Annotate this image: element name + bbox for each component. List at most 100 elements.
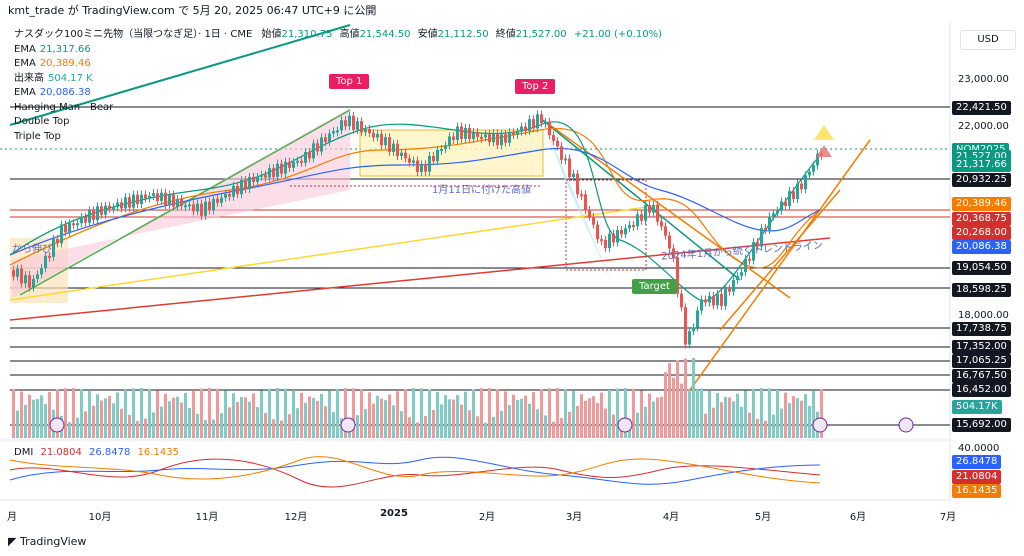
candle-body (800, 183, 803, 190)
volume-bar (604, 408, 607, 438)
volume-bar (148, 388, 151, 438)
volume-bar (796, 398, 799, 438)
red-dashed-box (565, 179, 647, 271)
price-label: 20,389.46 (952, 197, 1011, 211)
candles (12, 110, 823, 349)
volume-bar (360, 389, 363, 438)
volume-bar (584, 400, 587, 438)
volume-bar (616, 388, 619, 438)
candle-body (16, 268, 19, 277)
volume-bar (432, 409, 435, 438)
candle-body (460, 126, 463, 139)
candle-body (172, 194, 175, 207)
candle-body (476, 131, 479, 137)
candle-body (744, 258, 747, 273)
volume-bar (220, 413, 223, 438)
candle-body (392, 143, 395, 152)
candle-body (628, 225, 631, 229)
volume-bar (444, 395, 447, 438)
volume-bar (16, 410, 19, 438)
candle-body (44, 255, 47, 269)
volume-bar (100, 400, 103, 438)
candle-body (704, 299, 707, 303)
x-tick-label: 2025 (380, 508, 408, 519)
volume-bar (72, 388, 75, 438)
candle-body (752, 242, 755, 261)
candle-body (220, 197, 223, 203)
volume-bar (500, 410, 503, 438)
dmi-legend: DMI 21.0804 26.8478 16.1435 (14, 447, 179, 458)
yellow-arrow-icon (814, 125, 834, 140)
candle-body (456, 126, 459, 140)
candle-body (624, 228, 627, 235)
volume-bar (48, 391, 51, 438)
candle-body (688, 331, 691, 345)
candle-body (216, 198, 219, 203)
volume-bar (792, 396, 795, 438)
volume-bar (132, 388, 135, 438)
x-tick-label: 2月 (478, 512, 496, 523)
main-chart[interactable] (0, 22, 1024, 534)
candle-body (116, 202, 119, 208)
candle-body (520, 126, 523, 132)
candle-body (108, 205, 111, 209)
candle-body (232, 185, 235, 197)
volume-bar (112, 403, 115, 438)
candle-body (60, 224, 63, 244)
volume-bar (440, 404, 443, 438)
volume-bar (200, 388, 203, 438)
dmi-blue (9, 456, 821, 485)
volume-bar (264, 412, 267, 438)
candle-body (208, 201, 211, 211)
volume-bar (724, 396, 727, 438)
volume-bar (300, 392, 303, 438)
volume-bar (44, 404, 47, 438)
volume-bar (672, 377, 675, 438)
left-note: から伸び (12, 244, 52, 255)
candle-body (648, 205, 651, 213)
volume-bar (92, 405, 95, 438)
tradingview-logo[interactable]: ◤ TradingView (8, 535, 86, 548)
volume-bar (396, 391, 399, 438)
price-label: 18,598.25 (952, 283, 1011, 297)
top2-callout: Top 2 (515, 79, 556, 94)
volume-bar (260, 390, 263, 438)
candle-body (580, 194, 583, 197)
volume-bar (692, 358, 695, 438)
candle-body (212, 198, 215, 211)
candle-body (428, 155, 431, 172)
volume-bar (160, 406, 163, 438)
dmi-label: DMI (14, 447, 34, 458)
x-tick-label: 10月 (88, 512, 112, 523)
x-tick-label: 5月 (754, 512, 772, 523)
event-markers (49, 417, 914, 433)
candle-body (260, 174, 263, 177)
volume-bar (772, 414, 775, 438)
candle-body (432, 155, 435, 162)
volume-bar (352, 388, 355, 438)
volume-bar (376, 395, 379, 438)
candle-body (652, 204, 655, 213)
candle-body (768, 216, 771, 230)
candle-body (764, 228, 767, 231)
volume-bar (752, 388, 755, 438)
candle-body (724, 288, 727, 306)
currency-button[interactable]: USD (960, 30, 1016, 50)
candle-body (164, 192, 167, 206)
ema-blue (9, 147, 821, 256)
volume-bar (556, 388, 559, 438)
candle-body (640, 214, 643, 221)
candle-body (576, 173, 579, 195)
candle-body (296, 160, 299, 163)
price-label: 26.8478 (952, 455, 1002, 469)
volume-bar (572, 391, 575, 438)
volume-bar (108, 396, 111, 438)
candle-body (244, 180, 247, 190)
volume-bar (424, 416, 427, 438)
volume-bar (536, 409, 539, 438)
volume-bar (636, 412, 639, 438)
candle-body (480, 136, 483, 139)
dmi-value-3: 16.1435 (137, 447, 179, 458)
volume-bar (380, 398, 383, 438)
price-label: 20,086.38 (952, 240, 1011, 254)
